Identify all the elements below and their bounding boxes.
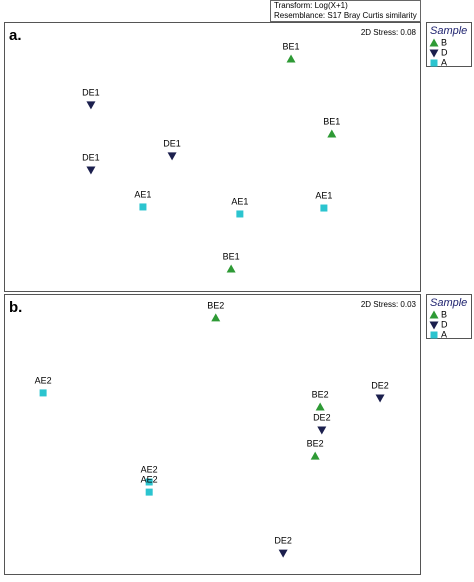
point (211, 313, 221, 322)
legend-marker (429, 49, 439, 58)
point-label: BE1 (283, 41, 300, 51)
point-label: DE1 (163, 138, 181, 148)
legend-label: B (441, 37, 447, 47)
header-line: Transform: Log(X+1) (274, 1, 348, 10)
legend-label: A (441, 329, 447, 339)
legend-label: A (441, 57, 447, 67)
point-label: AE1 (231, 196, 248, 206)
point-label: AE1 (315, 190, 332, 200)
point (86, 101, 96, 110)
point-label: BE1 (223, 251, 240, 261)
stress: 2D Stress: 0.03 (361, 300, 417, 309)
point-label: DE1 (82, 87, 100, 97)
legend-marker (430, 331, 438, 339)
point-label: AE2 (141, 464, 158, 474)
stress: 2D Stress: 0.08 (361, 28, 417, 37)
header-box (270, 0, 421, 22)
point (226, 264, 236, 273)
legend-title: Sample (430, 297, 467, 309)
point (327, 129, 337, 138)
legend-title: Sample (430, 25, 467, 37)
point-label: AE2 (35, 375, 52, 385)
point (86, 166, 96, 175)
legend-marker (430, 59, 438, 67)
point (145, 478, 153, 486)
legend-label: D (441, 47, 448, 57)
point (139, 203, 147, 211)
point (320, 204, 328, 212)
point-label: DE1 (82, 152, 100, 162)
point-label: BE2 (207, 300, 224, 310)
legend-label: B (441, 309, 447, 319)
point-label: AE1 (134, 189, 151, 199)
point-label: BE2 (307, 439, 324, 449)
panel-label: a. (9, 27, 22, 44)
legend-marker (429, 321, 439, 330)
point-label: BE2 (312, 389, 329, 399)
point-label: DE2 (371, 380, 389, 390)
point (310, 451, 320, 460)
point (375, 394, 385, 403)
legend-marker (429, 38, 439, 47)
point-label: DE2 (313, 412, 331, 422)
panel-label: b. (9, 299, 22, 316)
legend-marker (429, 310, 439, 319)
header-line: Resemblance: S17 Bray Curtis similarity (274, 11, 417, 20)
point (315, 402, 325, 411)
point (145, 488, 153, 496)
point (39, 389, 47, 397)
point (317, 426, 327, 435)
point (286, 54, 296, 63)
point-label: AE2 (141, 474, 158, 484)
point (278, 549, 288, 558)
point (167, 152, 177, 161)
point-label: DE2 (274, 535, 292, 545)
point (236, 210, 244, 218)
legend-label: D (441, 319, 448, 329)
point-label: BE1 (323, 116, 340, 126)
panel-frame (4, 22, 421, 292)
panel-frame (4, 294, 421, 575)
